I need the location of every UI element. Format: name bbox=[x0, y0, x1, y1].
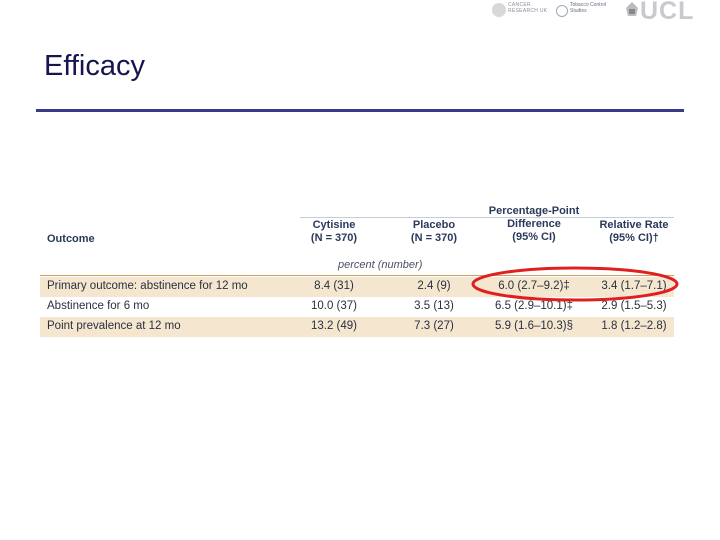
cell-relative-rate: 1.8 (1.2–2.8) bbox=[601, 320, 667, 332]
header-placebo-n: (N = 370) bbox=[410, 232, 458, 244]
units-divider bbox=[40, 275, 674, 276]
cell-outcome: Abstinence for 6 mo bbox=[47, 300, 150, 312]
table-header: Outcome Cytisine (N = 370) Placebo (N = … bbox=[40, 197, 674, 255]
cell-cytisine: 8.4 (31) bbox=[314, 280, 354, 292]
header-relative-rate-line1: Relative Rate bbox=[599, 219, 669, 231]
tobacco-studies-logo: Tobacco Control Studies bbox=[556, 2, 620, 22]
cell-placebo: 2.4 (9) bbox=[417, 280, 451, 292]
highlight-ellipse-shape bbox=[471, 266, 679, 302]
title-divider bbox=[36, 109, 684, 112]
table-row: Primary outcome: abstinence for 12 mo 8.… bbox=[40, 277, 674, 297]
header-relative-rate: Relative Rate (95% CI)† bbox=[592, 219, 676, 245]
tobacco-studies-text: Tobacco Control Studies bbox=[570, 2, 607, 14]
cell-cytisine: 10.0 (37) bbox=[310, 300, 358, 312]
header-difference-line1: Percentage-Point bbox=[488, 205, 580, 217]
header-top-line bbox=[300, 217, 674, 218]
seal-icon bbox=[626, 2, 638, 16]
header-relative-rate-line2: (95% CI)† bbox=[609, 232, 659, 244]
header-difference-line3: (95% CI) bbox=[512, 231, 556, 243]
efficacy-table: Outcome Cytisine (N = 370) Placebo (N = … bbox=[40, 197, 674, 341]
cell-placebo: 3.5 (13) bbox=[414, 300, 454, 312]
header-cytisine: Cytisine (N = 370) bbox=[302, 219, 366, 245]
table-row: Point prevalence at 12 mo 13.2 (49) 7.3 … bbox=[40, 317, 674, 337]
cancer-research-text: CANCER RESEARCH UK bbox=[508, 2, 548, 14]
ucl-logo: UCL bbox=[640, 0, 695, 25]
cell-difference: 6.5 (2.9–10.1)‡ bbox=[494, 300, 573, 312]
cell-difference: 5.9 (1.6–10.3)§ bbox=[494, 320, 573, 332]
cell-cytisine: 13.2 (49) bbox=[310, 320, 358, 332]
cell-relative-rate: 2.9 (1.5–5.3) bbox=[601, 300, 667, 312]
header-placebo-name: Placebo bbox=[412, 219, 456, 231]
highlight-ellipse bbox=[471, 266, 679, 302]
header-difference: Percentage-Point Difference (95% CI) bbox=[472, 205, 596, 244]
slide-title: Efficacy bbox=[44, 50, 146, 82]
cancer-research-mark-icon bbox=[492, 3, 506, 17]
cell-difference: 6.0 (2.7–9.2)‡ bbox=[498, 280, 570, 292]
cell-placebo: 7.3 (27) bbox=[414, 320, 454, 332]
header-cytisine-name: Cytisine bbox=[312, 219, 356, 231]
tobacco-studies-mark-icon bbox=[556, 5, 568, 17]
header-cytisine-n: (N = 370) bbox=[310, 232, 358, 244]
table-row: Abstinence for 6 mo 10.0 (37) 3.5 (13) 6… bbox=[40, 297, 674, 317]
header-difference-line2: Difference bbox=[507, 218, 561, 230]
header-placebo: Placebo (N = 370) bbox=[402, 219, 466, 245]
units-label: percent (number) bbox=[338, 259, 423, 271]
cancer-research-logo: CANCER RESEARCH UK bbox=[492, 2, 548, 22]
cell-relative-rate: 3.4 (1.7–7.1) bbox=[601, 280, 667, 292]
units-row: percent (number) bbox=[40, 255, 674, 275]
header-logos: CANCER RESEARCH UK Tobacco Control Studi… bbox=[488, 0, 720, 25]
header-outcome: Outcome bbox=[47, 233, 95, 245]
cell-outcome: Primary outcome: abstinence for 12 mo bbox=[47, 280, 248, 292]
cell-outcome: Point prevalence at 12 mo bbox=[47, 320, 181, 332]
